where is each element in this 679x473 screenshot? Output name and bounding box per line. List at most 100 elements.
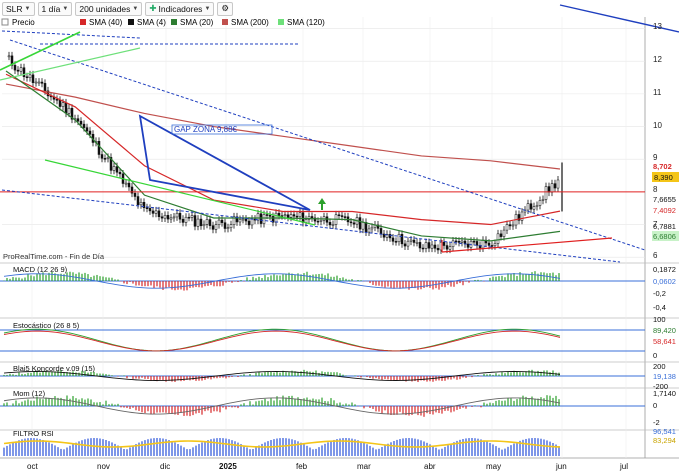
candle-body: [499, 233, 503, 237]
x-axis: oct nov dic 2025 feb mar abr may jun jul: [27, 462, 628, 471]
candle-body: [511, 224, 515, 227]
candle-body: [232, 216, 236, 225]
candle-body: [427, 242, 431, 249]
main-legend: Precio SMA (40) SMA (4) SMA (20) SMA (20…: [1, 18, 325, 27]
ma-line: [5, 70, 561, 242]
candle-body: [415, 242, 419, 244]
price-badges: 8,702 8,390 7,6655 7,4092 6,7881 6,6806: [652, 161, 679, 241]
price-candles: [7, 51, 560, 254]
y-tick: 13: [653, 22, 662, 31]
candle-body: [538, 200, 542, 206]
wedge-pattern: [138, 114, 311, 211]
candle-body: [193, 215, 197, 227]
candle-body: [418, 242, 422, 249]
badge-bg: [652, 231, 679, 241]
macd-tick: -0,2: [653, 289, 666, 298]
candle-body: [520, 211, 524, 221]
chevron-down-icon: ▼: [204, 5, 211, 12]
candle-body: [475, 241, 479, 246]
candle-body: [394, 241, 398, 243]
gap-annotation: GAP ZONA 9,88€: [174, 125, 238, 134]
candle-body: [16, 69, 20, 72]
candle-body: [550, 183, 554, 193]
candle-body: [175, 212, 179, 218]
x-tick: dic: [160, 462, 170, 471]
period-selector[interactable]: 1 día ▼: [37, 1, 73, 16]
candle-body: [115, 166, 119, 173]
rsi-label: FILTRO RSI: [13, 429, 54, 438]
oscillator-line: [3, 273, 561, 289]
candle-body: [139, 202, 143, 206]
candle-body: [490, 245, 494, 247]
indicators-button[interactable]: ✚ Indicadores ▼: [145, 1, 215, 16]
chevron-down-icon: ▼: [24, 5, 31, 12]
candle-body: [76, 118, 80, 122]
candle-body: [319, 220, 323, 222]
candle-body: [55, 99, 59, 101]
candle-body: [553, 183, 557, 189]
legend-sma40: SMA (40): [89, 18, 123, 27]
candle-body: [502, 229, 506, 237]
blai5-tick: 200: [653, 362, 666, 371]
candle-body: [382, 233, 386, 238]
period-label: 1 día: [41, 3, 61, 14]
stoch-label: Estocástico (26 8 5): [13, 321, 80, 330]
candle-body: [532, 206, 536, 210]
candle-body: [103, 158, 107, 160]
candle-body: [367, 228, 371, 233]
candle-body: [166, 215, 170, 220]
candle-body: [505, 224, 509, 231]
candle-body: [157, 210, 161, 217]
x-tick: abr: [424, 462, 436, 471]
candle-body: [373, 224, 377, 228]
candle-body: [349, 221, 353, 224]
candle-body: [277, 212, 281, 216]
rsi-tick: 83,294: [653, 436, 676, 445]
legend-sma20: SMA (20): [180, 18, 214, 27]
legend-swatch: [1, 18, 9, 26]
units-selector[interactable]: 200 unidades ▼: [75, 1, 143, 16]
candle-body: [28, 74, 32, 78]
macd-tick: 0,1872: [653, 265, 676, 274]
settings-button[interactable]: ⚙: [217, 1, 234, 16]
candle-body: [223, 222, 227, 229]
candle-body: [358, 217, 362, 230]
x-tick: may: [486, 462, 501, 471]
candle-body: [196, 218, 200, 227]
symbol-label: SLR: [6, 3, 23, 14]
candle-body: [352, 222, 356, 225]
symbol-selector[interactable]: SLR ▼: [2, 1, 35, 16]
candle-body: [133, 192, 137, 197]
candle-body: [97, 141, 101, 155]
x-tick: nov: [97, 462, 110, 471]
x-tick: jul: [619, 462, 628, 471]
candle-body: [40, 81, 44, 84]
trendline: [1, 30, 141, 39]
candle-body: [271, 216, 275, 223]
candle-body: [487, 242, 491, 246]
y-tick: 6: [653, 251, 658, 260]
candle-body: [184, 216, 188, 223]
mom-tick: 1,7140: [653, 389, 676, 398]
candle-body: [148, 208, 152, 212]
price-badge-sma4: 6,7881: [653, 222, 676, 231]
x-tick: mar: [357, 462, 371, 471]
candle-body: [310, 216, 314, 219]
candle-body: [217, 219, 221, 225]
candle-body: [112, 166, 116, 171]
candle-body: [145, 207, 149, 209]
oscillator-line: [3, 328, 561, 352]
candle-body: [190, 215, 194, 218]
candle-body: [355, 217, 359, 225]
indicators-label: Indicadores: [158, 3, 203, 14]
candle-body: [67, 107, 71, 114]
ma-line: [5, 73, 561, 226]
candle-body: [163, 215, 167, 219]
candle-body: [544, 186, 548, 200]
candle-body: [331, 224, 335, 226]
candle-body: [496, 233, 500, 244]
candle-body: [70, 107, 74, 120]
